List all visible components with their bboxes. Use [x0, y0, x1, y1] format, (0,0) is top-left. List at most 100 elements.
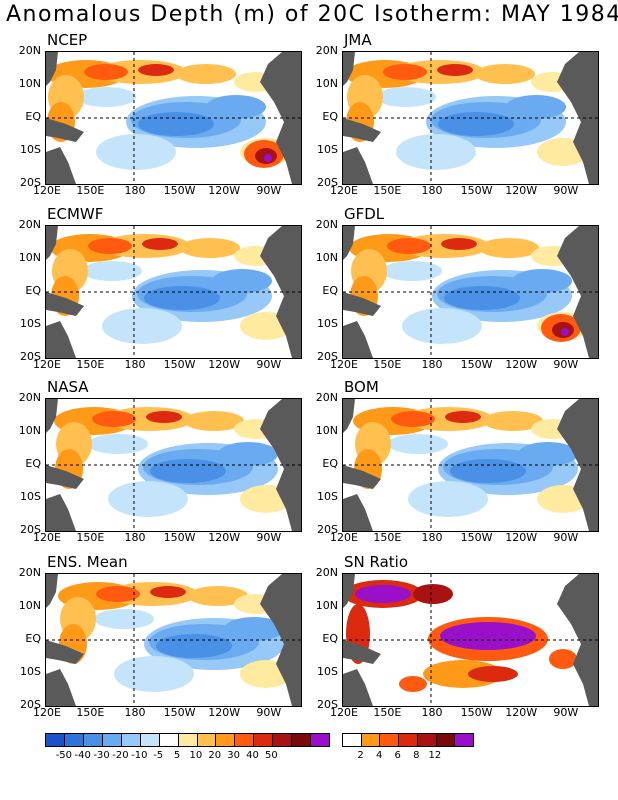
longitude-label: 150W: [163, 706, 196, 719]
latitude-label: 10S: [317, 143, 338, 156]
colorbar-label: -50: [55, 750, 73, 761]
colorbar-label: 20: [208, 750, 222, 761]
colorbar-label: 5: [173, 750, 181, 761]
colorbar-label: 50: [265, 750, 278, 761]
longitude-label: 150W: [460, 184, 493, 197]
panel-title: SN Ratio: [344, 553, 409, 571]
panel-title: GFDL: [344, 205, 385, 223]
latitude-label: 10N: [315, 77, 338, 90]
latitude-label: 20N: [315, 44, 338, 57]
map-panel: [342, 51, 599, 185]
colorbar-swatch: [455, 734, 474, 746]
land-mask: [46, 399, 301, 531]
longitude-label: 180: [421, 184, 443, 197]
latitude-label: 10S: [317, 317, 338, 330]
longitude-label: 120W: [505, 358, 538, 371]
colorbar-label: 8: [413, 750, 420, 761]
latitude-label: 10S: [20, 490, 41, 503]
latitude-label: 20N: [18, 566, 41, 579]
map-panel: [45, 225, 302, 359]
colorbar-swatch: [436, 734, 456, 746]
latitude-label: EQ: [25, 457, 41, 470]
colorbar-swatch: [399, 734, 418, 746]
colorbar-swatch: [235, 734, 255, 746]
colorbar-label: -5: [153, 750, 164, 761]
latitude-label: 10N: [18, 251, 41, 264]
colorbar-swatch: [311, 734, 330, 746]
latitude-label: EQ: [25, 284, 41, 297]
longitude-label: 180: [421, 531, 443, 544]
longitude-label: 90W: [256, 184, 282, 197]
colorbar-swatch: [46, 734, 65, 746]
longitude-label: 120E: [33, 358, 61, 371]
longitude-label: 90W: [256, 358, 282, 371]
latitude-label: 10N: [18, 599, 41, 612]
colorbar-swatch: [292, 734, 312, 746]
longitude-label: 90W: [553, 706, 579, 719]
latitude-label: 20S: [317, 176, 338, 189]
colorbar-swatch: [216, 734, 236, 746]
land-mask: [46, 52, 301, 184]
land-mask: [46, 226, 301, 358]
map-panel: [45, 398, 302, 532]
colorbar-swatch: [102, 734, 122, 746]
longitude-label: 120W: [208, 358, 241, 371]
longitude-label: 180: [124, 358, 146, 371]
land-mask: [343, 52, 598, 184]
latitude-label: 10N: [18, 77, 41, 90]
latitude-label: 10S: [20, 143, 41, 156]
colorbar-swatch: [380, 734, 400, 746]
longitude-label: 90W: [553, 358, 579, 371]
longitude-label: 150E: [76, 184, 105, 197]
colorbar-swatch: [178, 734, 198, 746]
longitude-label: 150W: [163, 184, 196, 197]
longitude-label: 150E: [76, 706, 105, 719]
panel-title: JMA: [344, 31, 372, 49]
latitude-label: 20S: [20, 350, 41, 363]
longitude-label: 90W: [553, 184, 579, 197]
colorbar-swatch: [273, 734, 293, 746]
colorbar-label: -40: [74, 750, 91, 761]
land-mask: [343, 574, 598, 706]
colorbar-label: -30: [93, 750, 110, 761]
longitude-label: 90W: [553, 531, 579, 544]
latitude-label: 20N: [18, 218, 41, 231]
longitude-label: 150E: [373, 531, 402, 544]
longitude-label: 180: [124, 706, 146, 719]
longitude-label: 120E: [330, 531, 358, 544]
sn-ratio-colorbar: [342, 733, 474, 747]
colorbar-label: -10: [131, 750, 148, 761]
longitude-label: 120E: [330, 358, 358, 371]
latitude-label: 20N: [18, 391, 41, 404]
latitude-label: EQ: [322, 632, 338, 645]
latitude-label: 20S: [317, 523, 338, 536]
anomaly-colorbar: [45, 733, 330, 747]
longitude-label: 180: [421, 358, 443, 371]
panel-title: NASA: [47, 378, 89, 396]
land-mask: [46, 574, 301, 706]
panel-title: ENS. Mean: [47, 553, 128, 571]
latitude-label: 20S: [317, 350, 338, 363]
figure-title: Anomalous Depth (m) of 20C Isotherm: MAY…: [6, 2, 618, 27]
latitude-label: 20N: [315, 391, 338, 404]
land-mask: [343, 399, 598, 531]
longitude-label: 150E: [76, 531, 105, 544]
colorbar-swatch: [140, 734, 160, 746]
colorbar-swatch: [343, 734, 362, 746]
longitude-label: 120E: [33, 706, 61, 719]
longitude-label: 150E: [373, 706, 402, 719]
map-panel: [342, 573, 599, 707]
longitude-label: 150E: [76, 358, 105, 371]
longitude-label: 150W: [163, 358, 196, 371]
longitude-label: 120W: [208, 184, 241, 197]
latitude-label: 10N: [315, 599, 338, 612]
longitude-label: 150W: [163, 531, 196, 544]
colorbar-label: 4: [375, 750, 383, 761]
colorbar-label: 10: [189, 750, 203, 761]
latitude-label: 10N: [315, 251, 338, 264]
longitude-label: 150W: [460, 706, 493, 719]
map-panel: [342, 225, 599, 359]
latitude-label: EQ: [25, 632, 41, 645]
map-panel: [342, 398, 599, 532]
longitude-label: 120E: [330, 184, 358, 197]
